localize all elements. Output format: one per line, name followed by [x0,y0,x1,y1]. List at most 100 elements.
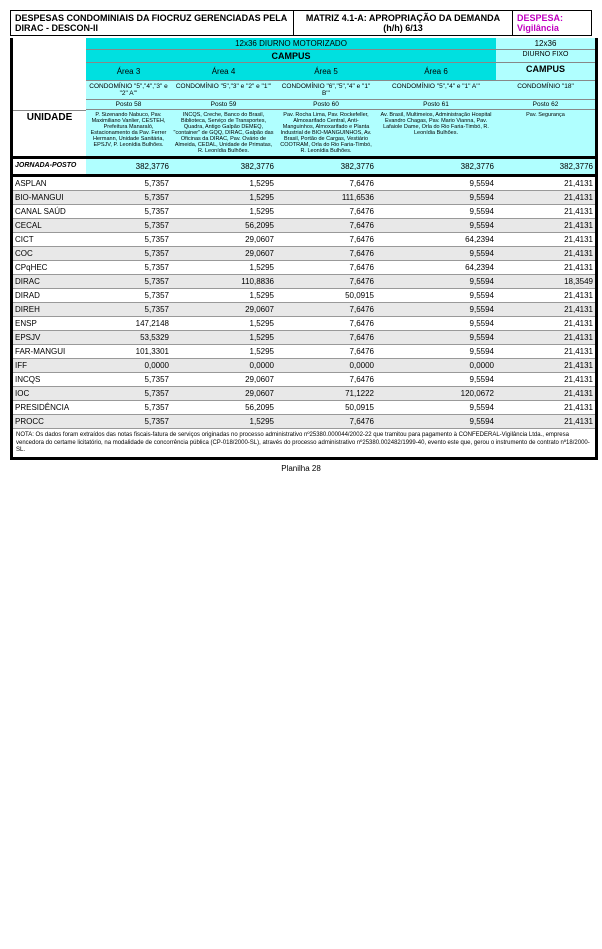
val-cell: 64,2394 [376,233,496,247]
title-right: DESPESA: Vigilância [513,10,592,36]
val-cell: 7,6476 [276,233,376,247]
cond-3: CONDOMÍNIO "5","4","3" e "2" A''' [86,81,171,100]
val-cell: 29,0607 [171,247,276,261]
table-row: CICT5,735729,06077,647664,239421,4131 [13,233,595,247]
area-6: Área 6 [376,63,496,81]
val-cell: 101,3301 [86,345,171,359]
title-mid: MATRIZ 4.1-A: APROPRIAÇÃO DA DEMANDA (h/… [294,10,513,36]
val-cell: 0,0000 [171,359,276,373]
table-row: CANAL SAÚD5,73571,52957,64769,559421,413… [13,205,595,219]
val-cell: 5,7357 [86,205,171,219]
val-cell: 50,0915 [276,401,376,415]
val-cell: 50,0915 [276,289,376,303]
group-motorizado: 12x36 DIURNO MOTORIZADO [86,38,496,50]
val-cell: 111,6536 [276,191,376,205]
val-cell: 5,7357 [86,401,171,415]
unit-cell: CICT [13,233,86,247]
cond-6: CONDOMÍNIO "5","4" e "1" A''' [376,81,496,100]
val-cell: 7,6476 [276,261,376,275]
unit-cell: DIRAC [13,275,86,289]
cond-5: CONDOMÍNIO "6","5","4" e "1" B''' [276,81,376,100]
despesa-label: DESPESA: [517,13,587,23]
val-cell: 9,5594 [376,275,496,289]
val-cell: 120,0672 [376,387,496,401]
val-cell: 0,0000 [376,359,496,373]
area-5: Área 5 [276,63,376,81]
val-cell: 21,4131 [496,233,595,247]
val-cell: 21,4131 [496,303,595,317]
val-cell: 5,7357 [86,191,171,205]
table-row: DIRAD5,73571,529550,09159,559421,4131 [13,289,595,303]
val-cell: 21,4131 [496,387,595,401]
group-fixo-1: 12x36 [496,38,595,50]
jornada-label: JORNADA-POSTO [13,159,86,177]
val-cell: 21,4131 [496,359,595,373]
val-cell: 1,5295 [171,177,276,191]
val-cell: 9,5594 [376,401,496,415]
area-4: Área 4 [171,63,276,81]
unit-cell: PROCC [13,415,86,429]
table-row: CECAL5,735756,20957,64769,559421,4131 [13,219,595,233]
val-cell: 147,2148 [86,317,171,331]
cond-4: CONDOMÍNIO "5","3" e "2" e "1''' [171,81,276,100]
val-cell: 29,0607 [171,303,276,317]
val-cell: 7,6476 [276,345,376,359]
val-cell: 5,7357 [86,373,171,387]
val-cell: 21,4131 [496,415,595,429]
group-fixo-2: DIURNO FIXO [496,50,595,63]
val-cell: 21,4131 [496,331,595,345]
posto-c: Posto 62 [496,100,595,110]
val-cell: 9,5594 [376,317,496,331]
total-4: 382,3776 [171,159,276,177]
val-cell: 5,7357 [86,289,171,303]
unit-cell: ENSP [13,317,86,331]
posto-5: Posto 60 [276,100,376,110]
table-row: ENSP147,21481,52957,64769,559421,4131 [13,317,595,331]
unit-cell: PRESIDÊNCIA [13,401,86,415]
val-cell: 5,7357 [86,219,171,233]
unit-cell: BIO-MANGUI [13,191,86,205]
val-cell: 64,2394 [376,261,496,275]
val-cell: 29,0607 [171,387,276,401]
val-cell: 21,4131 [496,177,595,191]
val-cell: 21,4131 [496,191,595,205]
val-cell: 5,7357 [86,247,171,261]
val-cell: 7,6476 [276,275,376,289]
main-table: 12x36 DIURNO MOTORIZADO 12x36 CAMPUS DIU… [10,38,598,460]
area-3: Área 3 [86,63,171,81]
val-cell: 9,5594 [376,331,496,345]
val-cell: 1,5295 [171,191,276,205]
val-cell: 56,2095 [171,219,276,233]
campus-label-2: CAMPUS [496,63,595,81]
val-cell: 5,7357 [86,275,171,289]
despesa-value: Vigilância [517,23,587,33]
table-row: CPqHEC5,73571,52957,647664,239421,4131 [13,261,595,275]
val-cell: 1,5295 [171,415,276,429]
val-cell: 21,4131 [496,261,595,275]
desc-3: P. Sizenando Nabuco, Pav. Maximiliano Va… [86,110,171,159]
val-cell: 5,7357 [86,387,171,401]
unit-cell: IFF [13,359,86,373]
val-cell: 5,7357 [86,261,171,275]
val-cell: 21,4131 [496,317,595,331]
val-cell: 21,4131 [496,401,595,415]
posto-4: Posto 59 [171,100,276,110]
campus-label-1: CAMPUS [86,50,496,63]
table-row: IFF0,00000,00000,00000,000021,4131 [13,359,595,373]
val-cell: 7,6476 [276,317,376,331]
table-row: FAR-MANGUI101,33011,52957,64769,559421,4… [13,345,595,359]
val-cell: 1,5295 [171,317,276,331]
val-cell: 5,7357 [86,303,171,317]
val-cell: 1,5295 [171,345,276,359]
val-cell: 21,4131 [496,289,595,303]
val-cell: 9,5594 [376,373,496,387]
posto-3: Posto 58 [86,100,171,110]
table-row: DIRAC5,7357110,88367,64769,559418,3549 [13,275,595,289]
val-cell: 5,7357 [86,233,171,247]
desc-c: Pav. Segurança [496,110,595,159]
val-cell: 1,5295 [171,289,276,303]
val-cell: 21,4131 [496,345,595,359]
val-cell: 56,2095 [171,401,276,415]
planilha-label: Planilha 28 [10,464,592,473]
val-cell: 110,8836 [171,275,276,289]
